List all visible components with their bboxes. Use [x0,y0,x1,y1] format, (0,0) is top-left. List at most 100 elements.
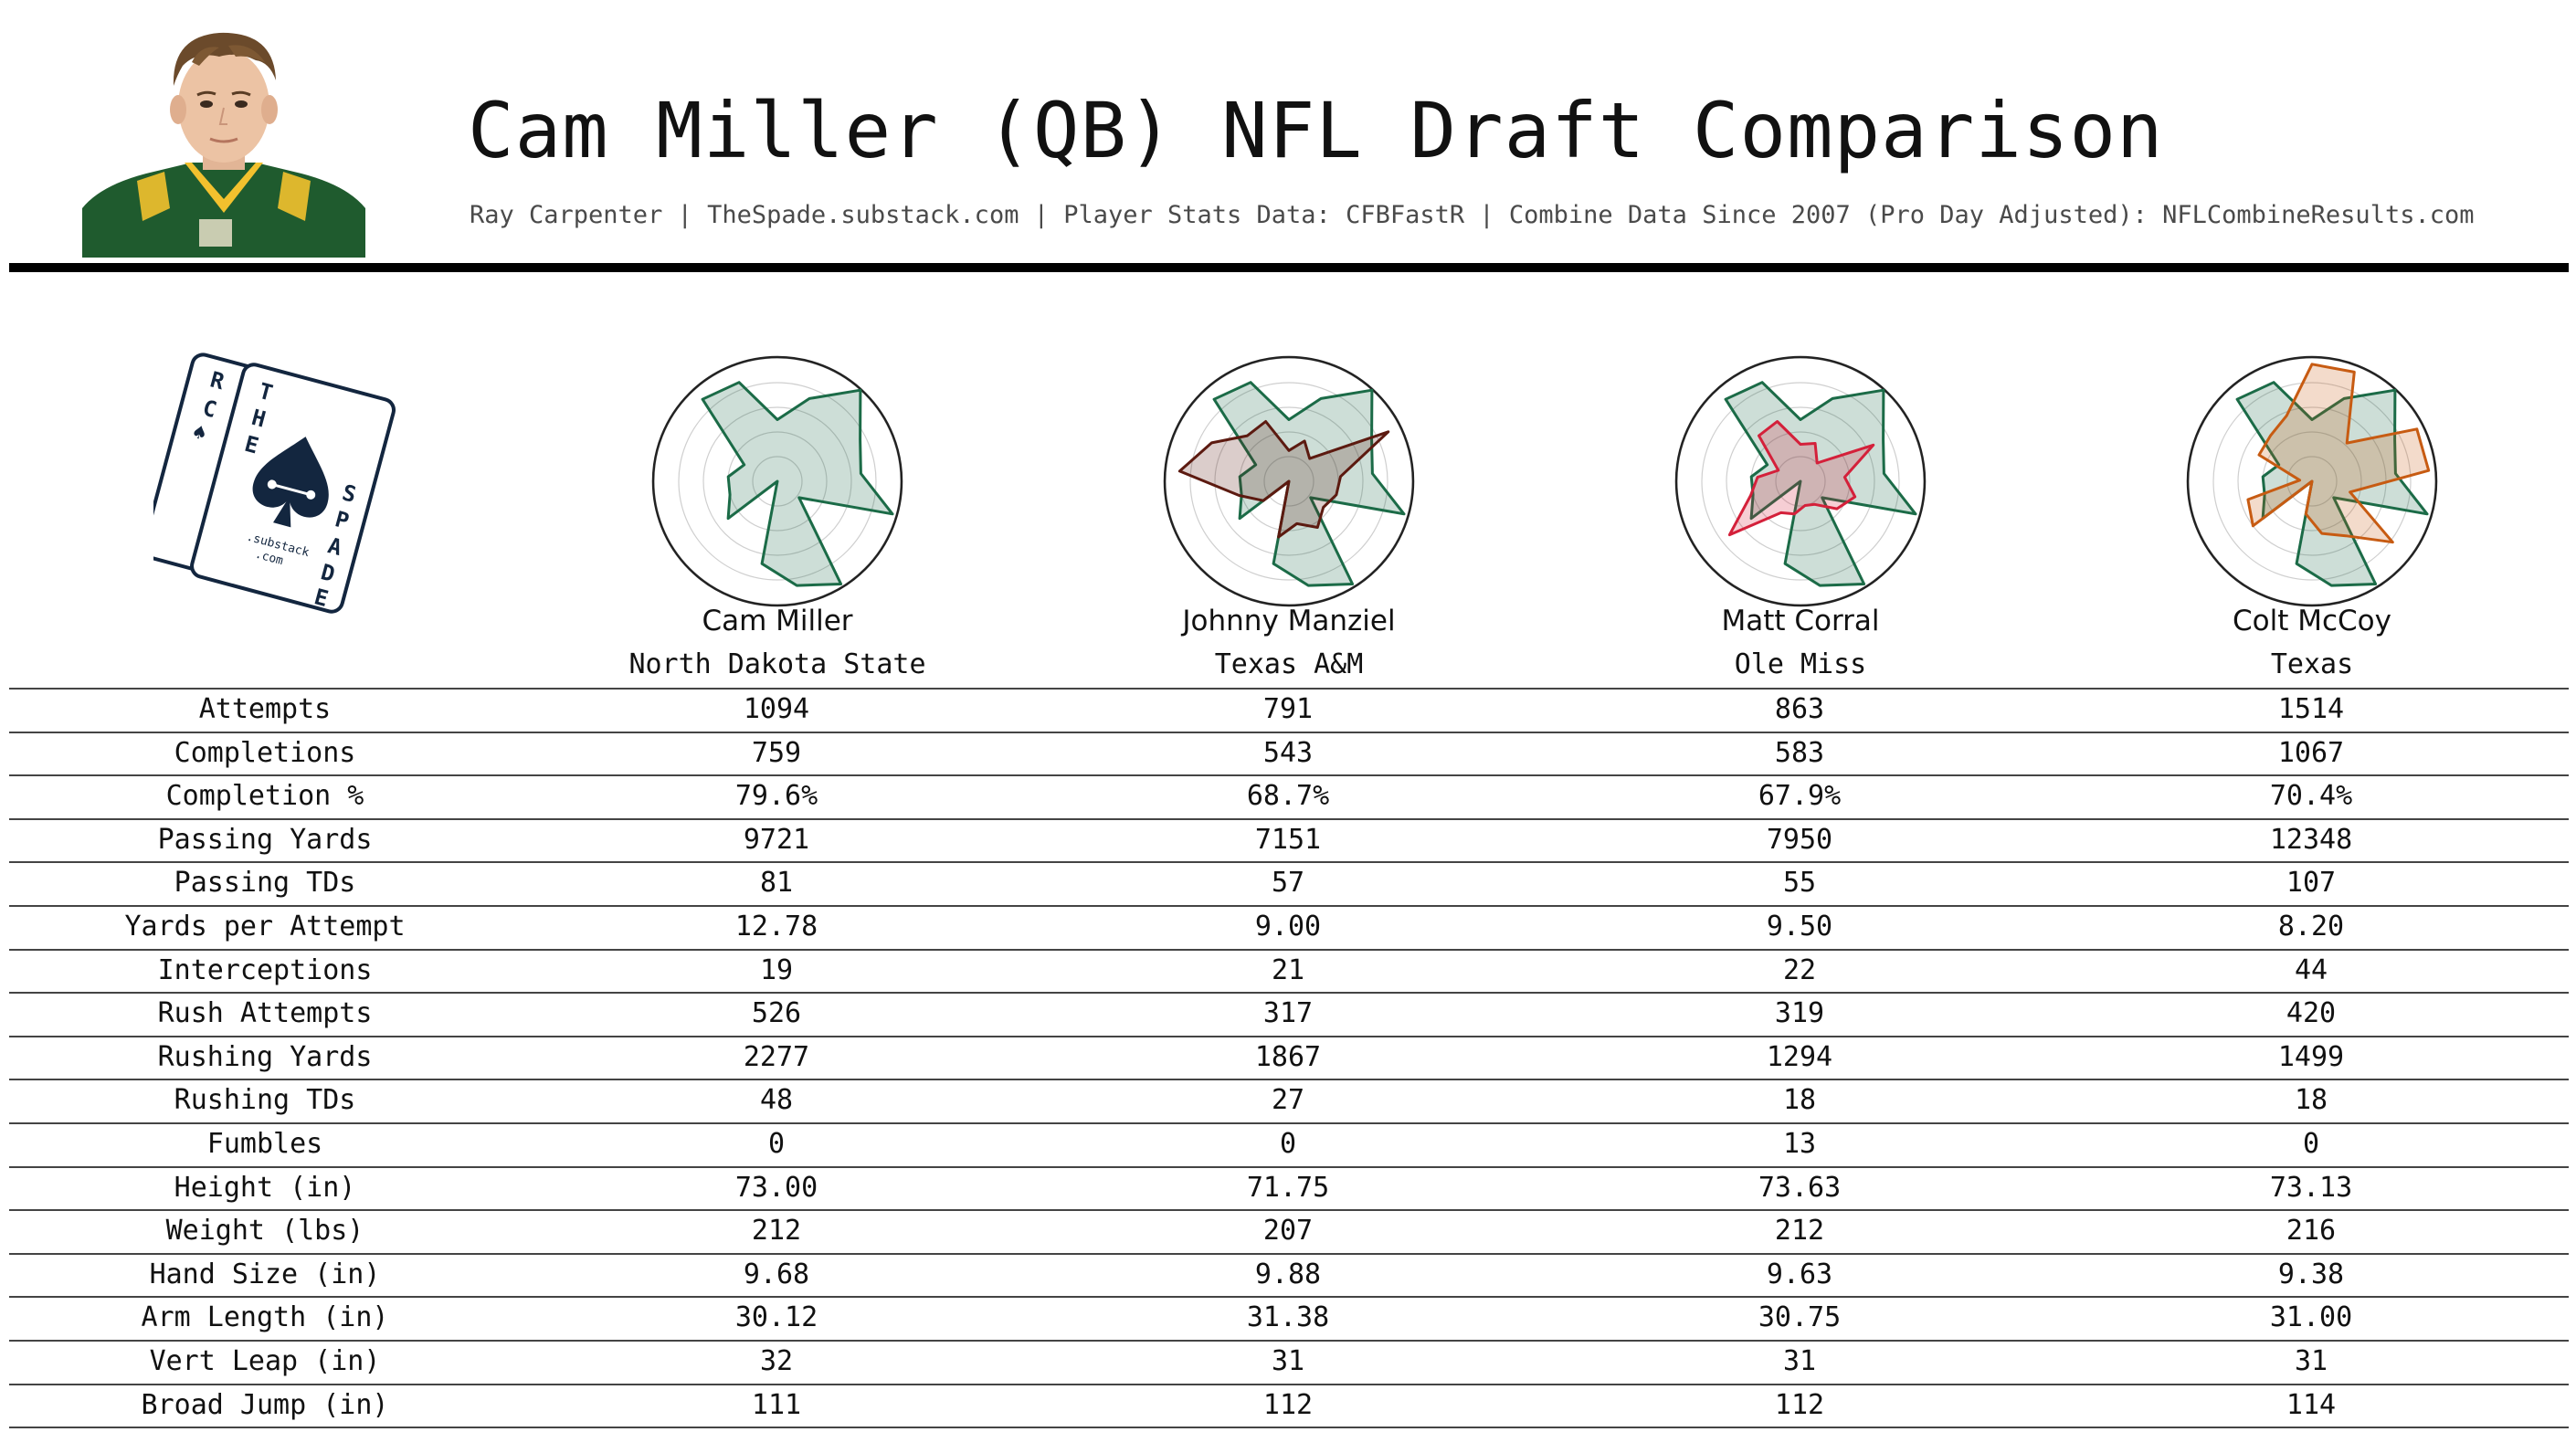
card-letter-p: P [333,506,352,534]
table-row: Interceptions 19 21 22 44 [9,951,2569,995]
card-letter-c: C [200,395,219,423]
card-letter-e2: E [311,584,331,612]
radar-grid-ring [2286,456,2338,507]
table-row: Rushing Yards 2277 1867 1294 1499 [9,1037,2569,1081]
radar-grid-ring [1214,406,1364,556]
radar-chart-matt-corral [1668,349,1933,614]
table-cell: 9.38 [2277,1258,2345,1290]
row-label: Rushing Yards [157,1040,373,1073]
table-cell: 791 [1262,693,1314,725]
table-cell: 212 [751,1215,802,1248]
row-label: Yards per Attempt [124,910,406,942]
player-school-matt-corral: Ole Miss [1734,648,1867,680]
player-name-cam-miller: Cam Miller [702,605,853,637]
table-cell: 73.13 [2269,1171,2353,1204]
row-label: Interceptions [157,953,373,986]
radar-svg [651,355,903,607]
table-cell: 30.75 [1758,1301,1842,1334]
row-label: Weight (lbs) [165,1215,364,1248]
table-cell: 67.9% [1758,780,1842,813]
table-row: Rushing TDs 48 27 18 18 [9,1080,2569,1124]
table-cell: 8.20 [2277,910,2345,942]
radar-grid-ring [2212,382,2412,581]
table-cell: 1294 [1766,1040,1833,1073]
table-cell: 44 [2294,953,2328,986]
table-cell: 13 [1782,1127,1817,1160]
row-label: Completion % [165,780,364,813]
radar-outer-ring [2186,355,2438,607]
radar-chart-cam-miller [645,349,910,614]
player-name-johnny-manziel: Johnny Manziel [1182,605,1396,637]
table-row: Passing TDs 81 57 55 107 [9,863,2569,907]
table-cell: 31 [2294,1344,2328,1377]
row-label: Rushing TDs [174,1084,356,1117]
table-cell: 863 [1774,693,1825,725]
table-cell: 31.00 [2269,1301,2353,1334]
table-cell: 27 [1271,1084,1305,1117]
table-cell: 30.12 [734,1301,818,1334]
table-cell: 48 [759,1084,794,1117]
table-cell: 7950 [1766,823,1833,856]
table-cell: 107 [2286,867,2337,900]
player-name-matt-corral: Matt Corral [1721,605,1880,637]
card-suit-spade-icon: ♠ [190,418,209,447]
table-row: Rush Attempts 526 317 319 420 [9,994,2569,1037]
radar-grid-ring [1701,382,1900,581]
table-row: Yards per Attempt 12.78 9.00 9.50 8.20 [9,907,2569,951]
radar-grid-ring [678,382,877,581]
table-row: Broad Jump (in) 111 112 112 114 [9,1385,2569,1429]
chart-title: Cam Miller (QB) NFL Draft Comparison [468,86,2164,175]
table-cell: 319 [1774,997,1825,1030]
table-row: Completion % 79.6% 68.7% 67.9% 70.4% [9,776,2569,820]
radar-grid-ring [752,456,803,507]
table-cell: 420 [2286,997,2337,1030]
card-letter-d: D [318,559,337,587]
card-letter-h: H [249,405,269,433]
table-row: Hand Size (in) 9.68 9.88 9.63 9.38 [9,1255,2569,1299]
table-cell: 0 [1279,1127,1297,1160]
table-cell: 71.75 [1246,1171,1330,1204]
radar-chart-johnny-manziel [1156,349,1421,614]
table-cell: 114 [2286,1388,2337,1421]
table-cell: 207 [1262,1215,1314,1248]
table-cell: 18 [2294,1084,2328,1117]
table-cell: 9.50 [1766,910,1833,942]
table-row: Fumbles 0 0 13 0 [9,1124,2569,1168]
radar-series-cam-miller [2235,381,2429,587]
table-cell: 0 [767,1127,786,1160]
table-row: Arm Length (in) 30.12 31.38 30.75 31.00 [9,1298,2569,1342]
table-cell: 31.38 [1246,1301,1330,1334]
radar-series-cam-miller [701,381,894,587]
table-cell: 9.00 [1254,910,1322,942]
row-label: Height (in) [174,1171,356,1204]
card-letter-t: T [256,378,275,406]
table-cell: 759 [751,736,802,769]
header-divider [9,263,2569,272]
row-label: Vert Leap (in) [149,1344,381,1377]
table-row: Passing Yards 9721 7151 7950 12348 [9,820,2569,864]
table-cell: 216 [2286,1215,2337,1248]
table-cell: 7151 [1254,823,1322,856]
radar-series-cam-miller [1724,381,1917,587]
table-cell: 21 [1271,953,1305,986]
row-label: Completions [174,736,356,769]
the-spade-logo: R C ♠ T H E S P A D E .substack .com [142,347,409,621]
radar-outer-ring [1674,355,1927,607]
card-letter-s: S [340,479,359,508]
table-row: Weight (lbs) 212 207 212 216 [9,1211,2569,1255]
player-headshot [82,26,365,258]
row-label: Fumbles [206,1127,323,1160]
player-name-colt-mccoy: Colt McCoy [2233,605,2391,637]
radar-outer-ring [651,355,903,607]
card-letter-e: E [242,431,261,459]
row-label: Passing Yards [157,823,373,856]
table-cell: 57 [1271,867,1305,900]
row-label: Broad Jump (in) [141,1388,389,1421]
player-school-colt-mccoy: Texas [2270,648,2354,680]
table-cell: 1514 [2277,693,2345,725]
table-cell: 9721 [743,823,810,856]
player-school-cam-miller: North Dakota State [628,648,926,680]
chart-subtitle: Ray Carpenter | TheSpade.substack.com | … [470,201,2475,229]
radar-series-cam-miller [1212,381,1406,587]
table-cell: 0 [2302,1127,2320,1160]
